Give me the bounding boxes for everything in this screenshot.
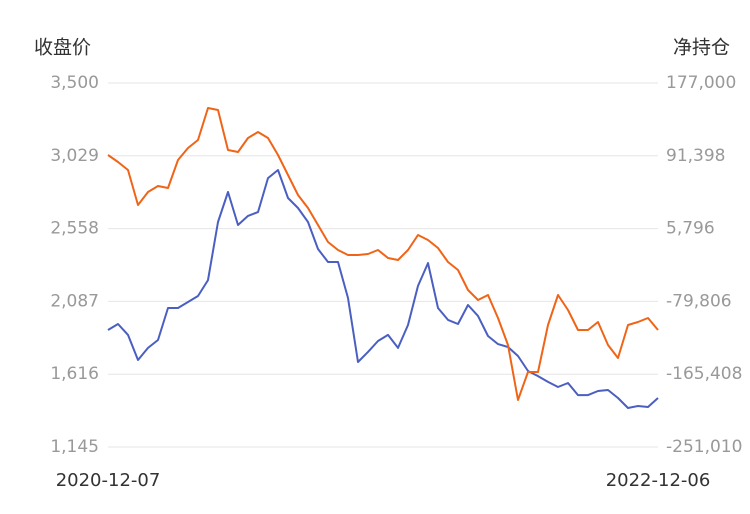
y2-tick-label: -251,010	[666, 437, 742, 457]
y2-axis-title: 净持仓	[673, 37, 730, 59]
y-tick-label: 1,145	[50, 437, 99, 457]
y-tick-label: 3,029	[50, 146, 99, 166]
y-tick-label: 3,500	[50, 73, 99, 93]
y2-tick-label: 5,796	[666, 219, 715, 239]
line-series	[107, 107, 659, 401]
x-tick-label: 2022-12-06	[606, 470, 711, 491]
y-tick-label: 2,087	[50, 291, 99, 311]
y2-tick-label: 177,000	[666, 73, 736, 93]
y2-tick-label: -79,806	[666, 291, 732, 311]
y-axis-title: 收盘价	[34, 37, 91, 59]
y2-tick-label: -165,408	[666, 364, 742, 384]
line-series	[107, 169, 659, 409]
x-tick-label: 2020-12-07	[56, 470, 161, 491]
y-tick-label: 2,558	[50, 219, 99, 239]
y-tick-label: 1,616	[50, 364, 99, 384]
y2-tick-label: 91,398	[666, 146, 725, 166]
